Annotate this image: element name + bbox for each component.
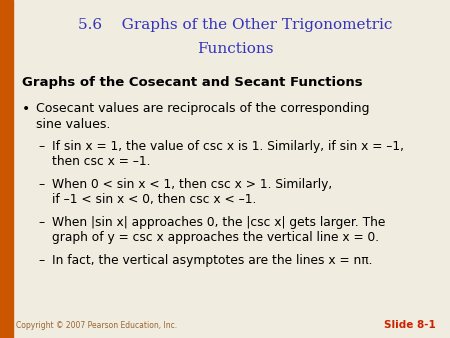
Text: Functions: Functions	[197, 42, 273, 56]
Text: When 0 < sin x < 1, then csc x > 1. Similarly,: When 0 < sin x < 1, then csc x > 1. Simi…	[52, 178, 332, 191]
Text: –: –	[38, 178, 44, 191]
Text: sine values.: sine values.	[36, 118, 110, 131]
Text: Graphs of the Cosecant and Secant Functions: Graphs of the Cosecant and Secant Functi…	[22, 76, 363, 89]
Text: Slide 8-1: Slide 8-1	[384, 320, 436, 330]
Text: Cosecant values are reciprocals of the corresponding: Cosecant values are reciprocals of the c…	[36, 102, 369, 115]
Text: then csc x = –1.: then csc x = –1.	[52, 155, 150, 168]
Text: –: –	[38, 254, 44, 267]
Text: •: •	[22, 102, 30, 116]
Text: –: –	[38, 140, 44, 153]
Text: graph of y = csc x approaches the vertical line x = 0.: graph of y = csc x approaches the vertic…	[52, 231, 379, 244]
Text: 5.6    Graphs of the Other Trigonometric: 5.6 Graphs of the Other Trigonometric	[78, 18, 392, 32]
Text: If sin x = 1, the value of csc x is 1. Similarly, if sin x = –1,: If sin x = 1, the value of csc x is 1. S…	[52, 140, 404, 153]
Text: When |sin x| approaches 0, the |csc x| gets larger. The: When |sin x| approaches 0, the |csc x| g…	[52, 216, 385, 229]
Text: if –1 < sin x < 0, then csc x < –1.: if –1 < sin x < 0, then csc x < –1.	[52, 193, 256, 206]
Text: In fact, the vertical asymptotes are the lines x = nπ.: In fact, the vertical asymptotes are the…	[52, 254, 373, 267]
Bar	[0, 0, 13, 338]
Text: Copyright © 2007 Pearson Education, Inc.: Copyright © 2007 Pearson Education, Inc.	[16, 321, 177, 330]
Text: –: –	[38, 216, 44, 229]
